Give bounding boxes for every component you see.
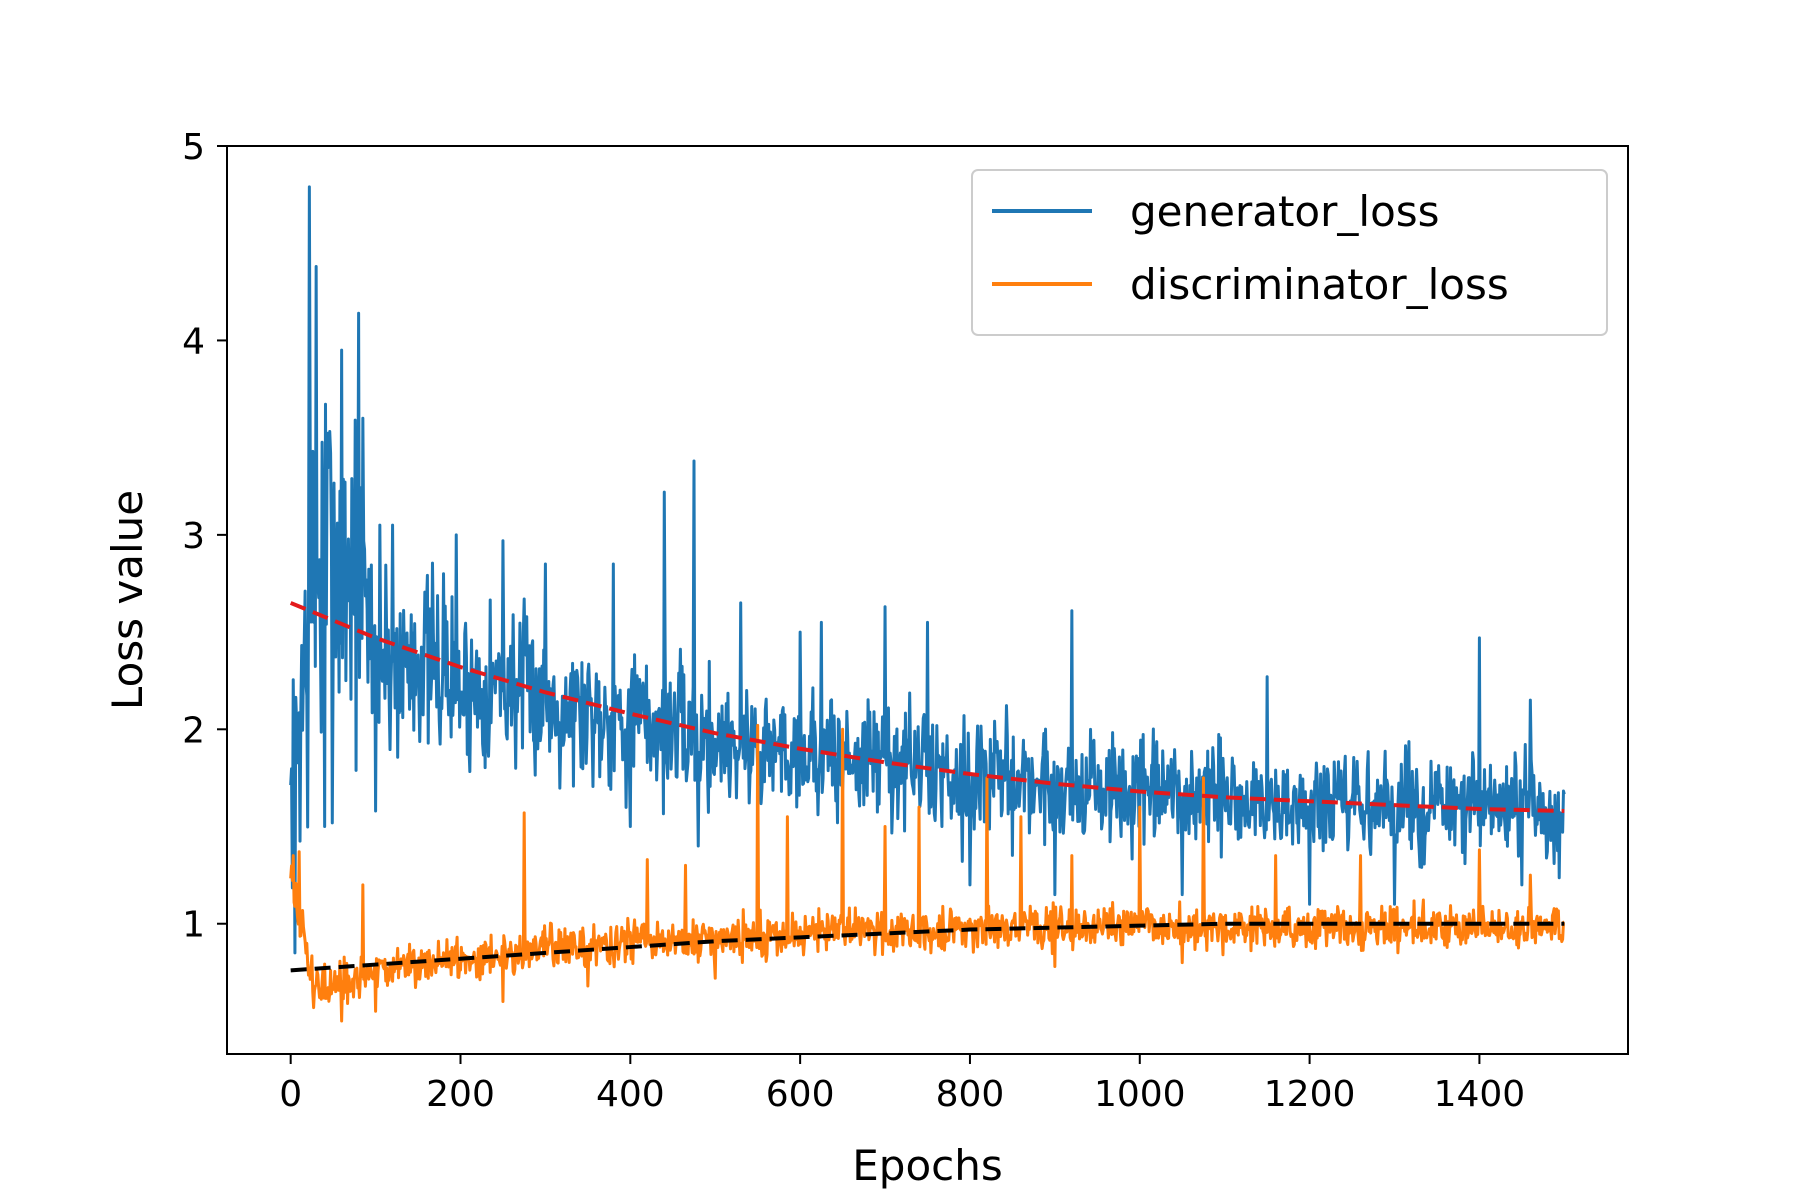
x-axis-title: Epochs [852,1141,1003,1190]
x-tick-label: 1200 [1264,1074,1356,1115]
y-tick-label: 4 [182,321,205,362]
x-tick-label: 800 [936,1074,1005,1115]
y-tick-label: 3 [182,516,205,557]
legend-label-generator: generator_loss [1130,187,1440,236]
generator-trend-line [289,601,1565,813]
x-axis: 0 200 400 600 800 1000 1200 1400 [279,1054,1525,1115]
discriminator-trend-line [290,921,1565,973]
axes-frame [226,145,1629,1055]
plot-lines [289,185,1566,1023]
legend: generator_loss discriminator_loss [971,169,1608,336]
y-axis-title: Loss value [103,490,152,710]
x-tick-label: 0 [279,1074,302,1115]
x-tick-label: 1400 [1434,1074,1526,1115]
x-tick-label: 200 [426,1074,495,1115]
x-tick-label: 400 [596,1074,665,1115]
y-tick-label: 2 [182,710,205,751]
y-tick-label: 1 [182,905,205,946]
x-tick-label: 600 [766,1074,835,1115]
x-tick-label: 1000 [1094,1074,1186,1115]
generator-loss-line [289,185,1566,955]
y-tick-label: 5 [182,127,205,168]
y-axis: 1 2 3 4 5 [182,127,227,946]
legend-box [971,169,1608,336]
legend-label-discriminator: discriminator_loss [1130,260,1509,309]
